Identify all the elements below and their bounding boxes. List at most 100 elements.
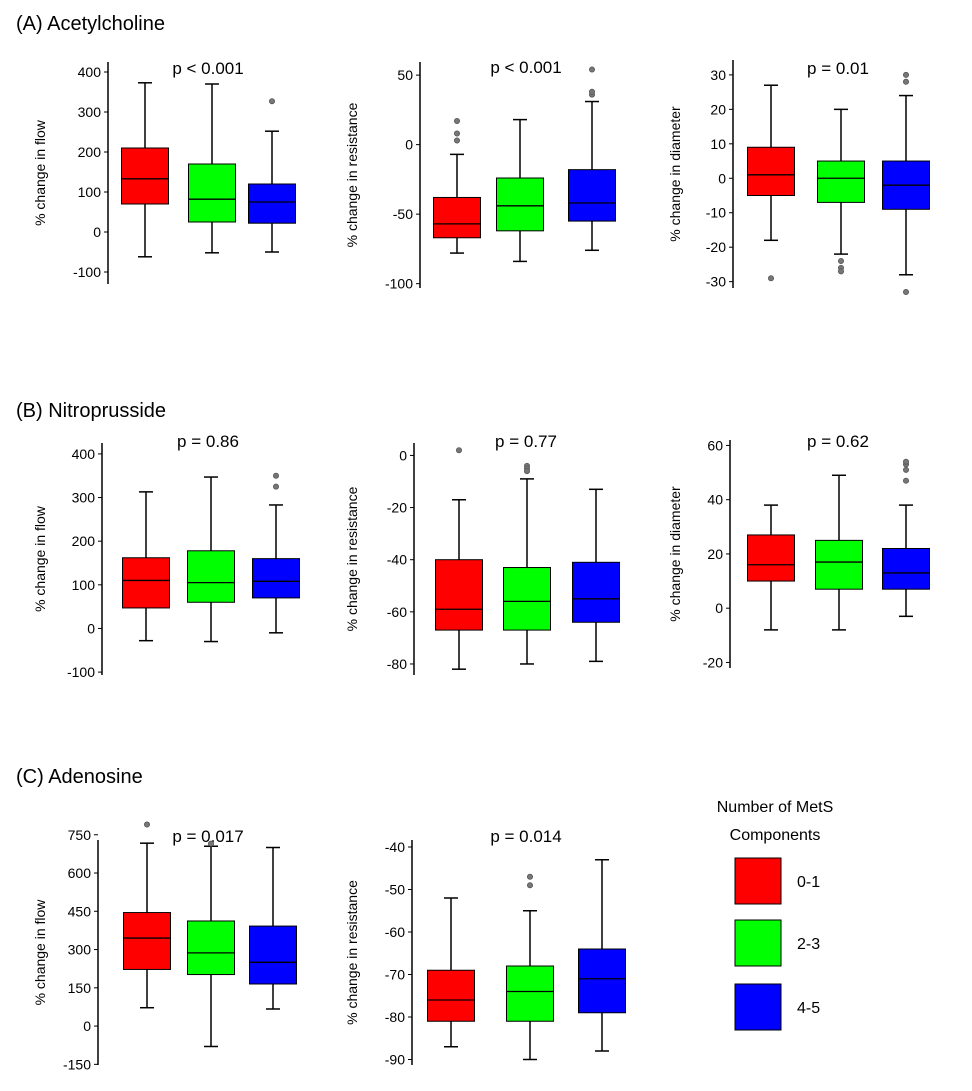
box-group-0-1 xyxy=(747,84,795,282)
outlier-point xyxy=(768,275,775,282)
y-tick-label: 100 xyxy=(72,577,96,593)
y-tick-label: 60 xyxy=(707,437,723,453)
iqr-box xyxy=(187,550,235,603)
y-tick-label: -40 xyxy=(387,552,407,568)
box-group-0-1 xyxy=(427,897,475,1048)
iqr-box xyxy=(122,557,170,609)
outlier-point xyxy=(527,873,534,880)
box-group-4-5 xyxy=(882,458,930,618)
y-tick-label: -60 xyxy=(385,924,405,940)
y-axis-label: % change in diameter xyxy=(667,486,683,622)
box-group-0-1 xyxy=(123,821,171,1009)
y-tick-label: 400 xyxy=(72,446,96,462)
iqr-box xyxy=(747,534,795,582)
y-tick-label: 200 xyxy=(78,144,102,160)
section-title-a: (A) Acetylcholine xyxy=(16,13,165,35)
box-group-4-5 xyxy=(248,98,296,253)
box-group-0-1 xyxy=(747,504,795,631)
boxplot-panel-4: -100 0 100 200 300 400 % change in flow p = 0.8… xyxy=(32,432,300,680)
iqr-box xyxy=(572,561,620,623)
p-value-label: p = 0.62 xyxy=(807,432,869,451)
y-tick-label: -150 xyxy=(63,1056,91,1072)
iqr-box xyxy=(427,969,475,1022)
legend-swatch-4-5 xyxy=(734,983,782,1031)
y-tick-label: 100 xyxy=(78,184,102,200)
y-tick-label: -100 xyxy=(67,664,95,680)
y-tick-label: -70 xyxy=(385,967,405,983)
outlier-point xyxy=(455,447,462,454)
iqr-box xyxy=(248,183,296,224)
outlier-point xyxy=(268,98,275,105)
y-tick-label: 20 xyxy=(707,546,723,562)
y-tick-label: 450 xyxy=(68,903,92,919)
legend-title-line2: Components xyxy=(730,827,821,844)
outlier-point xyxy=(838,257,845,264)
outlier-point xyxy=(453,137,460,144)
outlier-point xyxy=(453,130,460,137)
y-tick-label: 30 xyxy=(710,67,726,83)
y-tick-label: -20 xyxy=(706,239,726,255)
iqr-box xyxy=(121,147,169,205)
outlier-point xyxy=(143,821,150,828)
box-group-4-5 xyxy=(252,472,300,634)
legend-title-line1: Number of MetS xyxy=(717,799,833,816)
outlier-point xyxy=(527,882,534,889)
outlier-point xyxy=(453,118,460,125)
box-group-0-1 xyxy=(435,447,483,670)
y-tick-label: 50 xyxy=(397,67,413,83)
box-group-4-5 xyxy=(572,488,620,663)
boxplot-panel-6: -20 0 20 40 60 % change in diameter p = 0.62 xyxy=(667,432,930,670)
outlier-point xyxy=(272,483,279,490)
y-tick-label: -80 xyxy=(385,1009,405,1025)
iqr-box xyxy=(433,196,481,239)
y-axis-label: % change in resistance xyxy=(344,486,360,631)
y-tick-label: 400 xyxy=(78,64,102,80)
iqr-box xyxy=(817,160,865,203)
y-axis-label: % change in flow xyxy=(32,119,48,226)
box-group-4-5 xyxy=(882,71,930,295)
y-axis-label: % change in resistance xyxy=(344,102,360,247)
section-title-c: (C) Adenosine xyxy=(16,766,143,788)
boxplot-panel-2: -100 -50 0 50 % change in resistance p < 0.00… xyxy=(344,58,616,292)
y-tick-label: 150 xyxy=(68,980,92,996)
y-tick-label: 300 xyxy=(68,942,92,958)
box-group-2-3 xyxy=(187,476,235,643)
outlier-point xyxy=(589,88,596,95)
iqr-box xyxy=(187,920,235,976)
section-title-b: (B) Nitroprusside xyxy=(16,400,166,422)
outlier-point xyxy=(524,468,531,475)
y-tick-label: 0 xyxy=(405,137,413,153)
legend-label: 2-3 xyxy=(797,936,820,953)
iqr-box xyxy=(506,965,554,1022)
p-value-label: p < 0.001 xyxy=(172,59,243,78)
iqr-box xyxy=(568,169,616,222)
y-tick-label: 300 xyxy=(72,490,96,506)
box-group-2-3 xyxy=(506,873,554,1061)
y-tick-label: -10 xyxy=(706,205,726,221)
outlier-point xyxy=(589,66,596,73)
y-tick-label: 200 xyxy=(72,533,96,549)
box-group-2-3 xyxy=(817,108,865,275)
y-axis-label: % change in diameter xyxy=(667,106,683,242)
outlier-point xyxy=(272,472,279,479)
outlier-point xyxy=(903,458,910,465)
iqr-box xyxy=(123,912,171,970)
iqr-box xyxy=(252,558,300,599)
box-group-0-1 xyxy=(433,118,481,254)
y-tick-label: 0 xyxy=(715,600,723,616)
y-tick-label: 20 xyxy=(710,101,726,117)
p-value-label: p = 0.01 xyxy=(807,59,869,78)
iqr-box xyxy=(435,559,483,631)
y-tick-label: -50 xyxy=(385,882,405,898)
iqr-box xyxy=(882,548,930,590)
p-value-label: p = 0.86 xyxy=(177,432,239,451)
outlier-point xyxy=(838,268,845,275)
box-group-4-5 xyxy=(568,66,616,252)
iqr-box xyxy=(815,539,863,590)
box-group-2-3 xyxy=(503,462,551,665)
y-tick-label: -30 xyxy=(706,274,726,290)
iqr-box xyxy=(496,177,544,232)
iqr-box xyxy=(503,567,551,631)
y-tick-label: 10 xyxy=(710,136,726,152)
